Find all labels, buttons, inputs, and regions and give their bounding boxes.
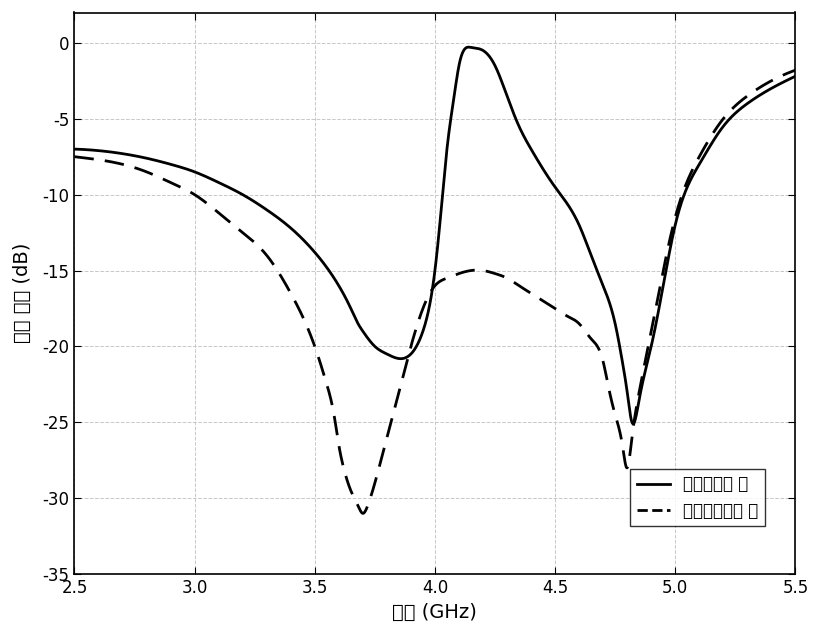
加入扰动支 节 <box>401 354 410 361</box>
Line: 未加入扰动支 节: 未加入扰动支 节 <box>75 70 796 514</box>
未加入扰动支 节 <box>401 360 411 368</box>
加入扰动支 节 <box>770 82 780 90</box>
加入扰动支 节 <box>791 72 800 80</box>
加入扰动支 节 <box>107 148 117 156</box>
未加入扰动支 节 <box>791 67 800 74</box>
未加入扰动支 节 <box>769 75 779 83</box>
加入扰动支 节 <box>70 145 80 153</box>
加入扰动支 节 <box>770 82 780 90</box>
未加入扰动支 节 <box>107 158 117 165</box>
未加入扰动支 节 <box>358 510 368 517</box>
未加入扰动支 节 <box>420 299 430 306</box>
加入扰动支 节 <box>638 378 648 385</box>
加入扰动支 节 <box>464 43 474 51</box>
X-axis label: 频率 (GHz): 频率 (GHz) <box>392 602 477 621</box>
未加入扰动支 节 <box>770 75 780 83</box>
Legend: 加入扰动支 节, 未加入扰动支 节: 加入扰动支 节, 未加入扰动支 节 <box>631 469 765 526</box>
Line: 加入扰动支 节: 加入扰动支 节 <box>75 47 796 424</box>
未加入扰动支 节 <box>638 371 648 378</box>
加入扰动支 节 <box>420 321 430 328</box>
Y-axis label: 回波 损耗 (dB): 回波 损耗 (dB) <box>12 243 31 344</box>
加入扰动支 节 <box>628 420 638 427</box>
未加入扰动支 节 <box>70 153 80 160</box>
